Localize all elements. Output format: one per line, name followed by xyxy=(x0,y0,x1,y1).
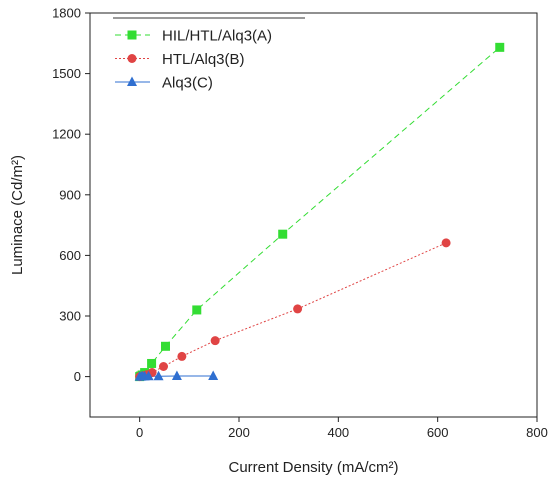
x-tick-label: 800 xyxy=(526,425,548,440)
data-point-series-2 xyxy=(210,336,220,346)
y-tick-label: 1500 xyxy=(52,66,81,81)
plot-border xyxy=(89,12,538,418)
legend-marker-3 xyxy=(127,76,137,86)
y-axis-label: Luminace (Cd/m²) xyxy=(9,155,26,275)
legend: HIL/HTL/Alq3(A) HTL/Alq3(B) Alq3(C) xyxy=(113,17,305,92)
data-point-series-3 xyxy=(171,370,182,380)
y-tick-label: 300 xyxy=(59,309,81,324)
data-point-series-2 xyxy=(159,362,169,371)
plot-frame xyxy=(89,12,538,418)
y-tick-label: 1200 xyxy=(52,127,81,142)
series-lines xyxy=(139,46,501,378)
data-point-series-3 xyxy=(208,370,219,380)
data-point-series-1 xyxy=(495,42,505,52)
y-tick-label: 0 xyxy=(74,369,81,384)
data-point-series-3 xyxy=(143,370,154,381)
x-tick-label: 600 xyxy=(427,425,449,440)
x-tick-label: 200 xyxy=(228,425,250,440)
series-line-1 xyxy=(139,46,501,378)
series-markers xyxy=(134,42,505,382)
data-point-series-1 xyxy=(147,358,157,368)
x-axis-label: Current Density (mA/cm²) xyxy=(228,459,398,476)
legend-label-2: HTL/Alq3(B) xyxy=(162,51,245,68)
legend-label-3: Alq3(C) xyxy=(162,75,213,92)
data-point-series-2 xyxy=(293,304,303,314)
x-tick-label: 400 xyxy=(327,425,349,440)
axis-ticks: 0 200 400 600 800 0 300 600 900 1200 1500 1800 xyxy=(52,6,548,441)
legend-label-1: HIL/HTL/Alq3(A) xyxy=(162,28,272,45)
y-tick-label: 600 xyxy=(59,248,81,263)
data-point-series-1 xyxy=(192,305,202,315)
data-point-series-2 xyxy=(441,238,451,248)
legend-marker-1 xyxy=(127,30,137,40)
data-point-series-3 xyxy=(153,370,164,381)
y-tick-label: 900 xyxy=(59,187,81,202)
data-point-series-2 xyxy=(177,351,187,361)
data-point-series-1 xyxy=(278,229,288,239)
x-tick-label: 0 xyxy=(136,425,143,440)
data-point-series-1 xyxy=(160,341,170,351)
legend-marker-2 xyxy=(127,54,137,63)
y-tick-label: 1800 xyxy=(52,6,81,21)
